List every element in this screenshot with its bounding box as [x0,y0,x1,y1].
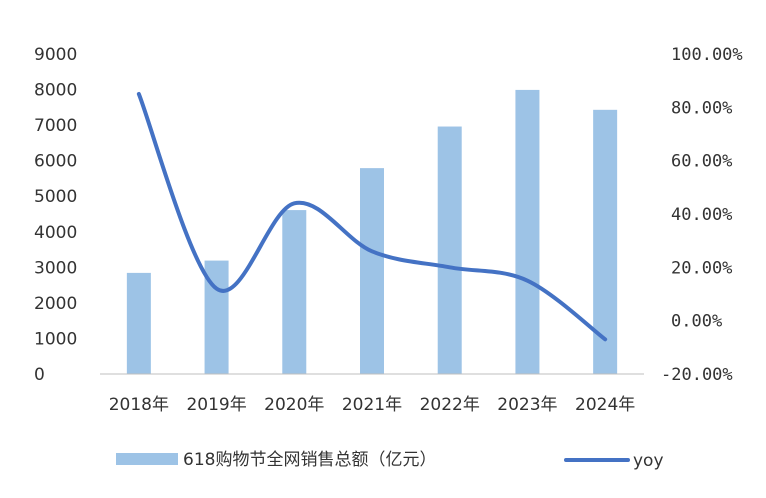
bar-2021年 [360,168,384,374]
bar-2022年 [437,126,462,375]
x-tick-label: 2021年 [342,395,402,415]
x-tick-label: 2024年 [575,395,635,415]
legend-bar-label: 618购物节全网销售总额（亿元） [183,450,436,470]
left-tick-label: 2000 [34,294,77,314]
right-tick-label: 80.00% [671,98,732,118]
right-axis-ticks: -20.00% 0.00% 20.00% 40.00% 60.00% 80.00% 100.… [661,45,743,385]
yoy-line [136,92,608,342]
right-tick-label: 0.00% [671,312,722,332]
left-tick-label: 7000 [34,116,77,136]
left-tick-label: 3000 [34,258,77,278]
left-tick-label: 6000 [34,152,77,172]
left-tick-label: 5000 [34,187,77,207]
bar-2018年 [126,272,151,374]
x-axis-ticks: 2018年 2019年 2020年 2021年 2022年 2023年 2024年 [109,395,636,415]
left-tick-label: 1000 [34,329,77,349]
left-tick-label: 0 [34,365,45,385]
legend: 618购物节全网销售总额（亿元） yoy [116,450,664,471]
left-tick-label: 8000 [34,81,77,101]
bar-2020年 [282,210,307,374]
right-tick-label: 100.00% [671,45,743,65]
right-tick-label: 60.00% [671,152,732,172]
left-axis-ticks: 0 1000 2000 3000 4000 5000 6000 7000 8000 9000 [34,45,77,385]
x-tick-label: 2019年 [186,395,246,415]
legend-line-label: yoy [633,451,664,471]
right-tick-label: 20.00% [671,258,732,278]
bar-2024年 [593,109,618,375]
x-tick-label: 2023年 [497,395,557,415]
right-tick-label: 40.00% [671,205,732,225]
x-tick-label: 2018年 [109,395,169,415]
x-tick-label: 2020年 [264,395,324,415]
left-tick-label: 9000 [34,45,77,65]
left-tick-label: 4000 [34,223,77,243]
legend-bar-swatch [116,453,178,465]
x-tick-label: 2022年 [420,395,480,415]
bar-2023年 [515,89,540,375]
right-tick-label: -20.00% [661,365,733,385]
bar-series [126,89,618,375]
